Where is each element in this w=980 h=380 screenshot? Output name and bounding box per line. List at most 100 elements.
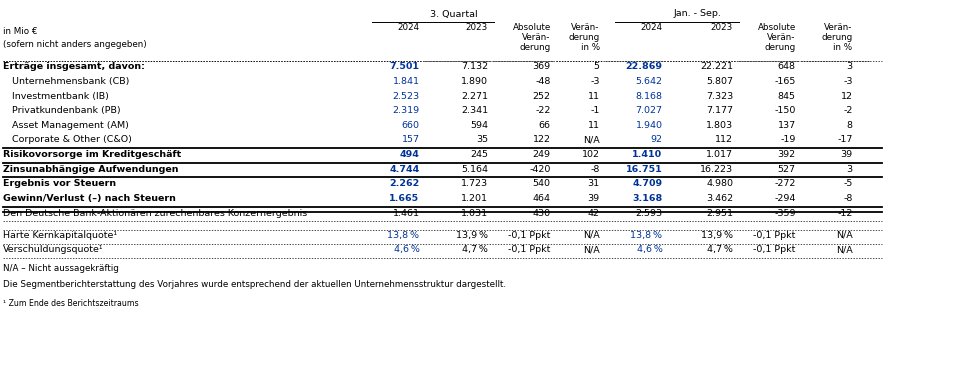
Text: 102: 102 (582, 150, 600, 159)
Text: Risikovorsorge im Kreditgeschäft: Risikovorsorge im Kreditgeschäft (3, 150, 181, 159)
Text: 22.221: 22.221 (700, 62, 733, 71)
Text: -2: -2 (843, 106, 853, 115)
Text: 16.751: 16.751 (626, 165, 662, 174)
Text: 2.319: 2.319 (392, 106, 419, 115)
Text: 16.223: 16.223 (700, 165, 733, 174)
Text: N/A: N/A (583, 135, 600, 144)
Text: 8.168: 8.168 (635, 92, 662, 101)
Text: 11: 11 (588, 121, 600, 130)
Text: 7.177: 7.177 (706, 106, 733, 115)
Text: 392: 392 (778, 150, 796, 159)
Text: -48: -48 (535, 77, 551, 86)
Text: 22.869: 22.869 (625, 62, 662, 71)
Text: 4.709: 4.709 (632, 179, 662, 188)
Text: 1.410: 1.410 (632, 150, 662, 159)
Text: Absolute
Verän-
derung: Absolute Verän- derung (758, 23, 796, 52)
Text: 430: 430 (533, 209, 551, 218)
Text: 1.940: 1.940 (635, 121, 662, 130)
Text: 66: 66 (539, 121, 551, 130)
Text: (sofern nicht anders angegeben): (sofern nicht anders angegeben) (3, 40, 147, 49)
Text: Asset Management (AM): Asset Management (AM) (3, 121, 128, 130)
Text: -0,1 Ppkt: -0,1 Ppkt (754, 231, 796, 240)
Text: -5: -5 (843, 179, 853, 188)
Text: 5.164: 5.164 (461, 165, 488, 174)
Text: 540: 540 (533, 179, 551, 188)
Text: -12: -12 (837, 209, 853, 218)
Text: Privatkundenbank (PB): Privatkundenbank (PB) (3, 106, 121, 115)
Text: 42: 42 (588, 209, 600, 218)
Text: -17: -17 (837, 135, 853, 144)
Text: 137: 137 (778, 121, 796, 130)
Text: 4,7 %: 4,7 % (708, 245, 733, 255)
Text: -8: -8 (590, 165, 600, 174)
Text: 252: 252 (533, 92, 551, 101)
Text: Ergebnis vor Steuern: Ergebnis vor Steuern (3, 179, 116, 188)
Text: N/A: N/A (583, 231, 600, 240)
Text: in Mio €: in Mio € (3, 27, 37, 36)
Text: 12: 12 (841, 92, 853, 101)
Text: 1.723: 1.723 (461, 179, 488, 188)
Text: Gewinn/Verlust (–) nach Steuern: Gewinn/Verlust (–) nach Steuern (3, 194, 175, 203)
Text: 1.665: 1.665 (389, 194, 419, 203)
Text: 660: 660 (402, 121, 419, 130)
Text: 11: 11 (588, 92, 600, 101)
Text: 1.841: 1.841 (392, 77, 419, 86)
Text: -8: -8 (843, 194, 853, 203)
Text: 1.890: 1.890 (461, 77, 488, 86)
Text: 2024: 2024 (397, 23, 419, 32)
Text: 5.642: 5.642 (635, 77, 662, 86)
Text: Verän-
derung
in %: Verän- derung in % (568, 23, 600, 52)
Text: 13,8 %: 13,8 % (630, 231, 662, 240)
Text: 3.462: 3.462 (706, 194, 733, 203)
Text: 1.201: 1.201 (461, 194, 488, 203)
Text: N/A: N/A (836, 245, 853, 255)
Text: 4.744: 4.744 (389, 165, 419, 174)
Text: 648: 648 (778, 62, 796, 71)
Text: Corporate & Other (C&O): Corporate & Other (C&O) (3, 135, 132, 144)
Text: 1.031: 1.031 (461, 209, 488, 218)
Text: 8: 8 (847, 121, 853, 130)
Text: -3: -3 (843, 77, 853, 86)
Text: 3. Quartal: 3. Quartal (430, 10, 477, 19)
Text: 4,6 %: 4,6 % (637, 245, 662, 255)
Text: 2.341: 2.341 (461, 106, 488, 115)
Text: Verän-
derung
in %: Verän- derung in % (821, 23, 853, 52)
Text: 2024: 2024 (640, 23, 662, 32)
Text: 845: 845 (778, 92, 796, 101)
Text: 2.593: 2.593 (635, 209, 662, 218)
Text: -272: -272 (774, 179, 796, 188)
Text: 3: 3 (847, 165, 853, 174)
Text: -165: -165 (774, 77, 796, 86)
Text: -294: -294 (774, 194, 796, 203)
Text: Erträge insgesamt, davon:: Erträge insgesamt, davon: (3, 62, 145, 71)
Text: 2023: 2023 (466, 23, 488, 32)
Text: 1.461: 1.461 (392, 209, 419, 218)
Text: 1.803: 1.803 (706, 121, 733, 130)
Text: 2.523: 2.523 (392, 92, 419, 101)
Text: 249: 249 (533, 150, 551, 159)
Text: -0,1 Ppkt: -0,1 Ppkt (509, 231, 551, 240)
Text: 494: 494 (400, 150, 419, 159)
Text: Die Segmentberichterstattung des Vorjahres wurde entsprechend der aktuellen Unte: Die Segmentberichterstattung des Vorjahr… (3, 280, 506, 289)
Text: 92: 92 (651, 135, 662, 144)
Text: Den Deutsche Bank-Aktionären zurechenbares Konzernergebnis: Den Deutsche Bank-Aktionären zurechenbar… (3, 209, 307, 218)
Text: 4,7 %: 4,7 % (463, 245, 488, 255)
Text: 7.323: 7.323 (706, 92, 733, 101)
Text: 2023: 2023 (710, 23, 733, 32)
Text: 1.017: 1.017 (706, 150, 733, 159)
Text: 2.262: 2.262 (389, 179, 419, 188)
Text: 3.168: 3.168 (632, 194, 662, 203)
Text: 7.027: 7.027 (635, 106, 662, 115)
Text: 39: 39 (588, 194, 600, 203)
Text: -0,1 Ppkt: -0,1 Ppkt (754, 245, 796, 255)
Text: -420: -420 (529, 165, 551, 174)
Text: -1: -1 (590, 106, 600, 115)
Text: N/A – Nicht aussagekräftig: N/A – Nicht aussagekräftig (3, 264, 119, 273)
Text: 5.807: 5.807 (706, 77, 733, 86)
Text: 594: 594 (470, 121, 488, 130)
Text: -19: -19 (780, 135, 796, 144)
Text: Zinsunabhängige Aufwendungen: Zinsunabhängige Aufwendungen (3, 165, 178, 174)
Text: 13,8 %: 13,8 % (387, 231, 419, 240)
Text: 245: 245 (470, 150, 488, 159)
Text: 31: 31 (588, 179, 600, 188)
